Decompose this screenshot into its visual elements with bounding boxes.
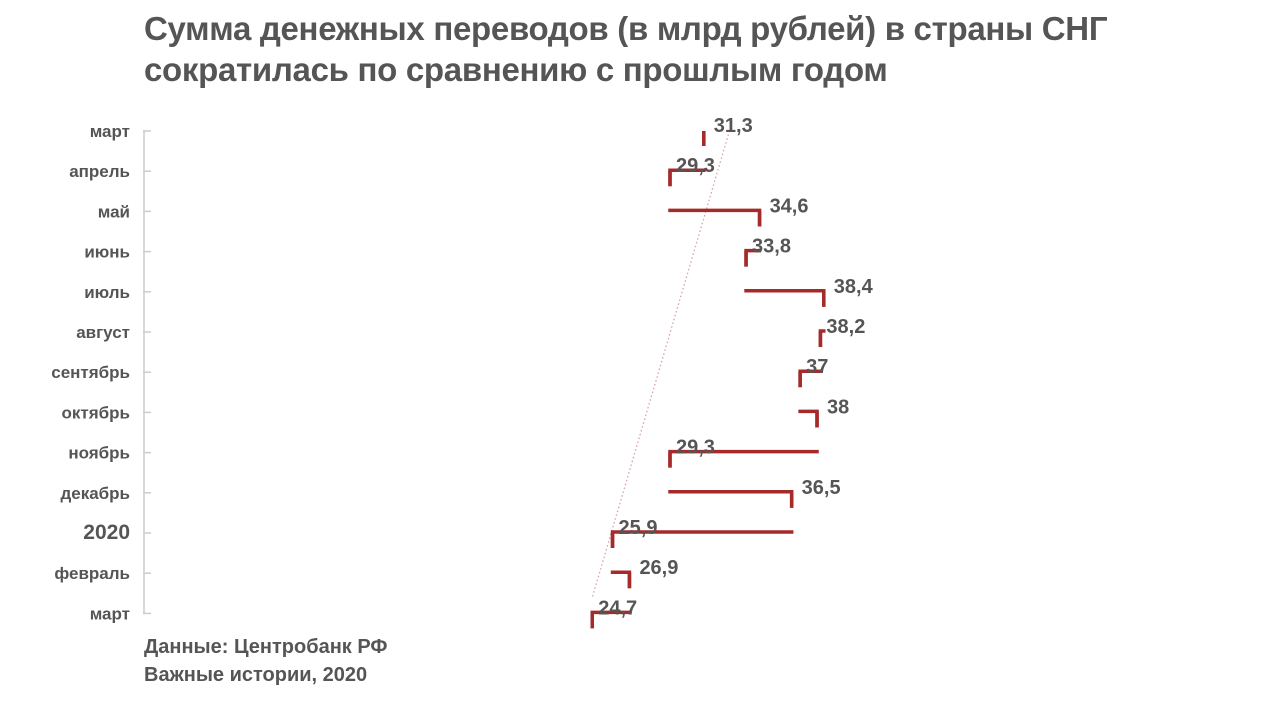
category-label: июнь — [84, 243, 130, 262]
credit-note: Важные истории, 2020 — [144, 664, 368, 686]
data-label: 36,5 — [802, 477, 841, 499]
category-label: 2020 — [83, 521, 130, 544]
category-label: октябрь — [62, 403, 130, 422]
category-label: декабрь — [60, 484, 130, 503]
data-label: 38,2 — [826, 316, 865, 338]
category-label: ноябрь — [68, 444, 130, 463]
data-label: 31,3 — [714, 115, 753, 137]
data-label: 29,3 — [676, 437, 715, 459]
category-label: май — [98, 202, 130, 221]
trend-line — [591, 122, 733, 598]
data-label: 24,7 — [598, 597, 637, 619]
category-label: март — [90, 604, 130, 623]
category-label: июль — [84, 283, 130, 302]
chart-title: Сумма денежных переводов (в млрд рублей)… — [144, 10, 1108, 88]
data-label: 38,4 — [834, 276, 874, 298]
category-label: апрель — [69, 162, 130, 181]
category-label: сентябрь — [51, 363, 130, 382]
data-source-note: Данные: Центробанк РФ — [144, 636, 388, 658]
data-label: 33,8 — [752, 236, 791, 258]
data-label: 26,9 — [639, 557, 678, 579]
category-label: март — [90, 122, 130, 141]
data-label: 38 — [827, 396, 849, 418]
category-label: февраль — [54, 564, 130, 583]
data-label: 25,9 — [619, 517, 658, 539]
data-label: 34,6 — [770, 195, 809, 217]
chart-footer: Данные: Центробанк РФ Важные истории, 20… — [144, 633, 388, 689]
category-label: август — [76, 323, 130, 342]
data-label: 29,3 — [676, 155, 715, 177]
data-label: 37 — [806, 356, 828, 378]
